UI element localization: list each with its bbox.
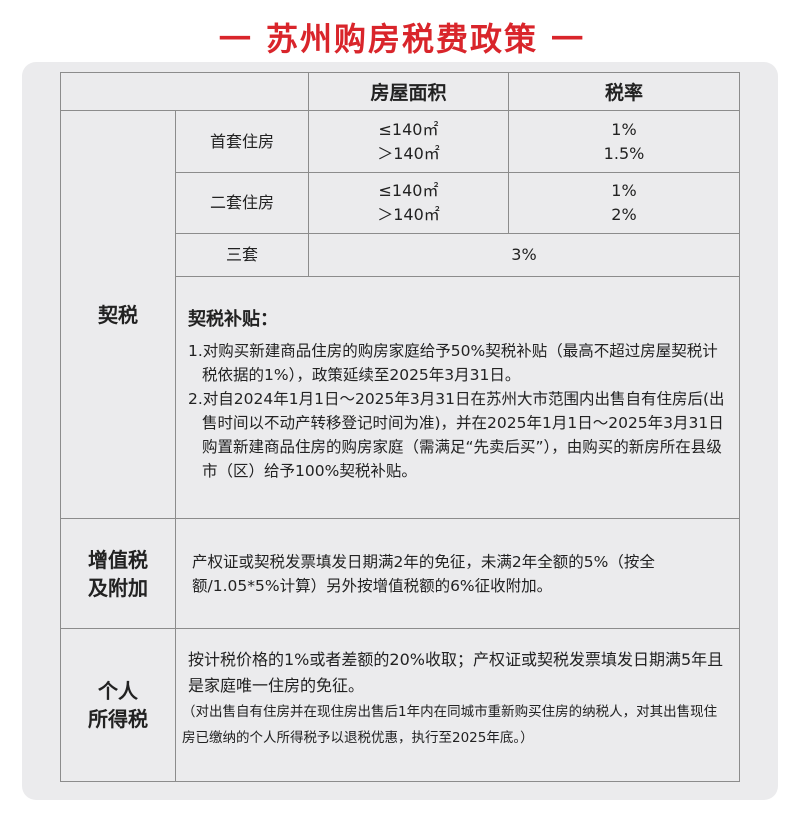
second-home-areas: ≤140㎡ ＞140㎡ (308, 172, 509, 234)
vat-label: 增值税 及附加 (60, 518, 176, 629)
second-home-label: 二套住房 (175, 172, 309, 234)
third-home-label: 三套 (175, 233, 309, 277)
first-home-rates: 1% 1.5% (508, 110, 740, 173)
page-title: 一 苏州购房税费政策 一 (218, 20, 586, 58)
deed-subsidy-block: 契税补贴： 1.对购买新建商品住房的购房家庭给予50%契税补贴（最高不超过房屋契… (175, 276, 740, 519)
income-tax-label-line: 所得税 (88, 707, 148, 731)
header-area: 房屋面积 (308, 72, 509, 111)
income-tax-text: 按计税价格的1%或者差额的20%收取；产权证或契税发票填发日期满5年且是家庭唯一… (175, 628, 740, 782)
income-tax-note: （对出售自有住房并在现住房出售后1年内在同城市重新购买住房的纳税人，对其出售现住… (182, 704, 718, 746)
vat-label-line: 增值税 (88, 547, 148, 572)
rate-value: 1.5% (603, 143, 645, 163)
rate-value: 1% (611, 119, 637, 139)
subsidy-item: 1.对购买新建商品住房的购房家庭给予50%契税补贴（最高不超过房屋契税计税依据的… (188, 342, 718, 384)
third-home-rate: 3% (308, 233, 740, 277)
area-value: ＞140㎡ (377, 205, 440, 224)
subsidy-title: 契税补贴： (188, 309, 278, 330)
income-tax-description: 按计税价格的1%或者差额的20%收取；产权证或契税发票填发日期满5年且是家庭唯一… (188, 650, 724, 695)
rate-value: 2% (611, 205, 637, 224)
income-tax-label: 个人 所得税 (60, 628, 176, 782)
deed-tax-label: 契税 (60, 110, 176, 519)
first-home-label: 首套住房 (175, 110, 309, 173)
header-blank (60, 72, 309, 111)
area-value: ≤140㎡ (378, 181, 439, 200)
area-value: ＞140㎡ (377, 143, 440, 163)
subsidy-item: 2.对自2024年1月1日～2025年3月31日在苏州大市范围内出售自有住房后(… (188, 390, 725, 480)
policy-card (22, 62, 778, 800)
area-value: ≤140㎡ (378, 119, 439, 139)
rate-value: 1% (611, 181, 637, 200)
second-home-rates: 1% 2% (508, 172, 740, 234)
vat-text: 产权证或契税发票填发日期满2年的免征，未满2年全额的5%（按全额/1.05*5%… (175, 518, 740, 629)
income-tax-label-line: 个人 (98, 679, 138, 703)
first-home-areas: ≤140㎡ ＞140㎡ (308, 110, 509, 173)
header-rate: 税率 (508, 72, 740, 111)
vat-description: 产权证或契税发票填发日期满2年的免征，未满2年全额的5%（按全额/1.05*5%… (192, 552, 655, 595)
vat-label-line: 及附加 (88, 575, 148, 600)
